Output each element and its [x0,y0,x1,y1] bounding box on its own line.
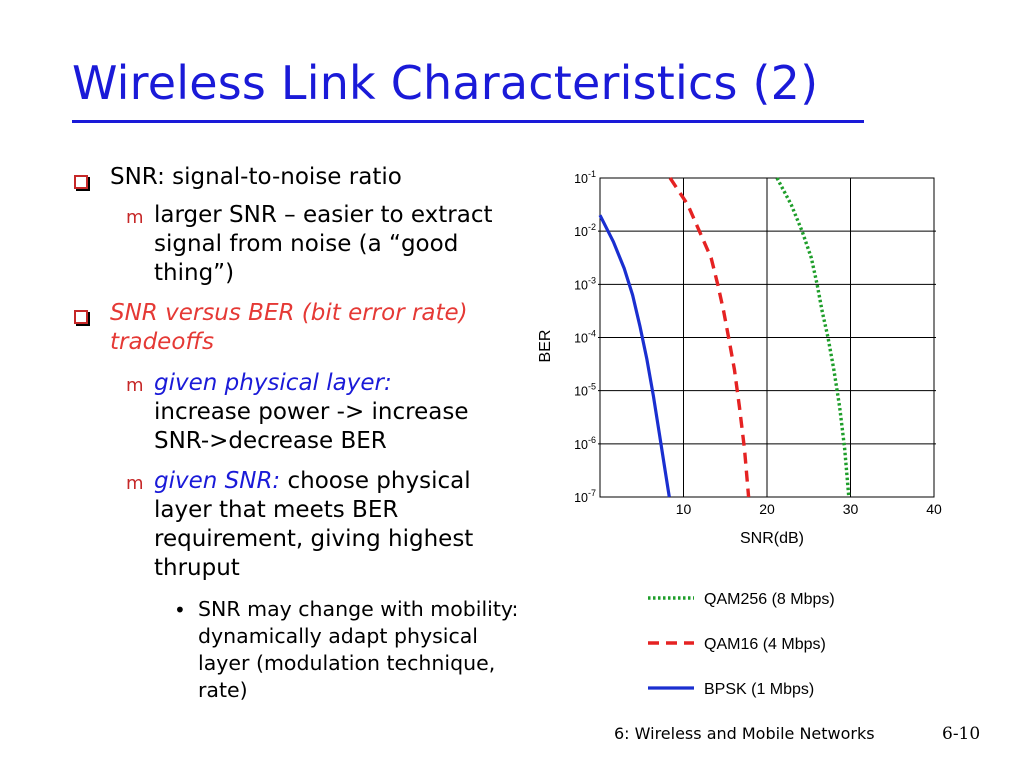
x-tick-label: 30 [843,501,859,517]
footer-chapter: 6: Wireless and Mobile Networks [614,724,875,743]
bullet-rest: choose physical layer that meets BER req… [154,468,474,581]
series-line-qam256 [775,177,851,498]
y-tick-base: 10 [574,332,588,346]
y-tick-label: 10-5 [574,382,596,399]
bullet-mobility: SNR may change with mobility: dynamicall… [198,597,519,702]
x-tick-label: 20 [759,501,775,517]
series-line-qam16 [668,177,751,498]
circle-bullet-icon: m [126,375,144,396]
y-tick-base: 10 [574,385,588,399]
y-tick-base: 10 [574,172,588,186]
y-tick-label: 10-3 [574,275,596,292]
y-tick-label: 10-2 [574,222,596,239]
square-bullet-icon [74,175,88,189]
bullet-given-physical-layer: given physical layer: increase power -> … [154,369,524,456]
circle-bullet-icon: m [126,207,144,228]
y-tick-base: 10 [574,225,588,239]
bullet-snr-vs-ber: SNR versus BER (bit error rate) tradeoff… [110,300,468,355]
page-number: 6-10 [942,724,981,744]
slide-title: Wireless Link Characteristics (2) [72,56,819,110]
y-tick-exponent: -3 [588,275,596,285]
y-tick-label: 10-1 [574,169,596,186]
bullet-rest: increase power -> increase SNR->decrease… [154,399,469,454]
y-tick-base: 10 [574,438,588,452]
legend-label: QAM256 (8 Mbps) [704,591,835,608]
legend-label: QAM16 (4 Mbps) [704,636,826,653]
y-axis-label: BER [537,330,554,363]
circle-bullet-icon: m [126,473,144,494]
y-tick-label: 10-6 [574,435,596,452]
series-line-bpsk [598,214,671,498]
y-tick-exponent: -5 [588,382,596,392]
title-underline [72,120,864,123]
y-tick-exponent: -4 [588,329,596,339]
y-tick-label: 10-7 [574,488,596,505]
y-tick-exponent: -1 [588,169,596,179]
y-tick-exponent: -6 [588,435,596,445]
y-tick-base: 10 [574,491,588,505]
bullet-lead: given SNR: [154,468,281,494]
bullet-given-snr: given SNR: choose physical layer that me… [154,467,529,583]
bullet-lead: given physical layer: [154,370,392,396]
y-tick-exponent: -7 [588,488,596,498]
dot-bullet-icon: • [174,598,186,622]
y-tick-base: 10 [574,278,588,292]
x-axis-label: SNR(dB) [740,530,804,547]
ber-vs-snr-chart: 10-110-210-310-410-510-610-7 10 20 30 40 BE… [537,169,942,698]
y-tick-label: 10-4 [574,329,596,346]
y-tick-exponent: -2 [588,222,596,232]
square-bullet-icon [74,310,88,324]
legend-label: BPSK (1 Mbps) [704,681,814,698]
x-tick-label: 40 [926,501,942,517]
bullet-larger-snr: larger SNR – easier to extract signal fr… [154,202,493,286]
bullet-snr: SNR: signal-to-noise ratio [110,164,402,190]
x-tick-label: 10 [676,501,692,517]
